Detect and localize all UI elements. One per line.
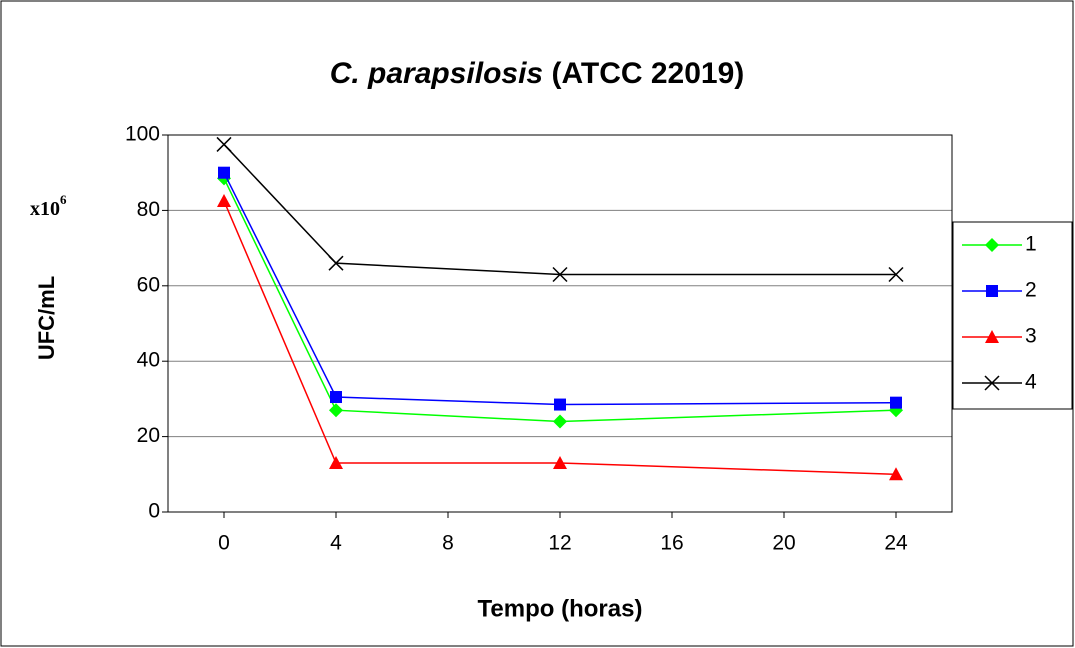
x-tick-label: 0 xyxy=(218,532,230,555)
legend-label: 3 xyxy=(1025,325,1037,348)
data-point xyxy=(217,193,231,207)
data-point xyxy=(216,136,232,152)
legend-label: 2 xyxy=(1025,279,1037,302)
y-tick-label: 60 xyxy=(137,273,160,296)
legend-label: 1 xyxy=(1025,233,1037,256)
series-line xyxy=(223,178,897,423)
legend-marker xyxy=(985,238,999,252)
data-point xyxy=(330,391,342,404)
data-point xyxy=(889,467,903,481)
data-point xyxy=(553,414,567,429)
annotation-exponent: 6 xyxy=(60,192,67,207)
x-tick-label: 16 xyxy=(660,532,683,555)
series-line xyxy=(223,200,897,476)
legend-marker xyxy=(984,375,1000,391)
title-italic: C. parapsilosis xyxy=(330,57,543,90)
x-axis-label: Tempo (horas) xyxy=(478,595,643,622)
data-point xyxy=(552,266,568,283)
data-point xyxy=(554,398,566,411)
y-axis-label: UFC/mL xyxy=(34,276,59,360)
title-suffix: (ATCC 22019) xyxy=(551,57,744,90)
legend-label: 4 xyxy=(1025,371,1037,394)
data-point xyxy=(890,396,902,409)
data-point xyxy=(329,455,343,469)
x-tick-label: 4 xyxy=(330,532,342,555)
x-tick-label: 8 xyxy=(442,532,454,555)
data-point xyxy=(328,255,344,271)
y-tick-label: 100 xyxy=(125,123,160,146)
annotation-base: x10 xyxy=(30,198,60,220)
x-tick-label: 24 xyxy=(884,532,908,555)
series-line xyxy=(223,172,897,406)
y-tick-label: 40 xyxy=(137,349,160,372)
data-point xyxy=(553,455,567,469)
y-tick-label: 0 xyxy=(148,500,160,523)
series-line xyxy=(223,143,896,276)
data-point xyxy=(888,266,904,283)
data-point xyxy=(218,166,230,179)
y-tick-label: 20 xyxy=(137,424,160,447)
chart-title: C. parapsilosis (ATCC 22019) xyxy=(330,57,745,90)
y-tick-label: 80 xyxy=(137,198,160,221)
data-point xyxy=(329,403,343,418)
x-tick-label: 12 xyxy=(548,532,571,555)
x-tick-label: 20 xyxy=(772,532,795,555)
legend-marker xyxy=(985,330,999,343)
annotation: x106 xyxy=(30,192,67,220)
legend-box xyxy=(952,221,1073,410)
legend-marker xyxy=(986,285,998,297)
